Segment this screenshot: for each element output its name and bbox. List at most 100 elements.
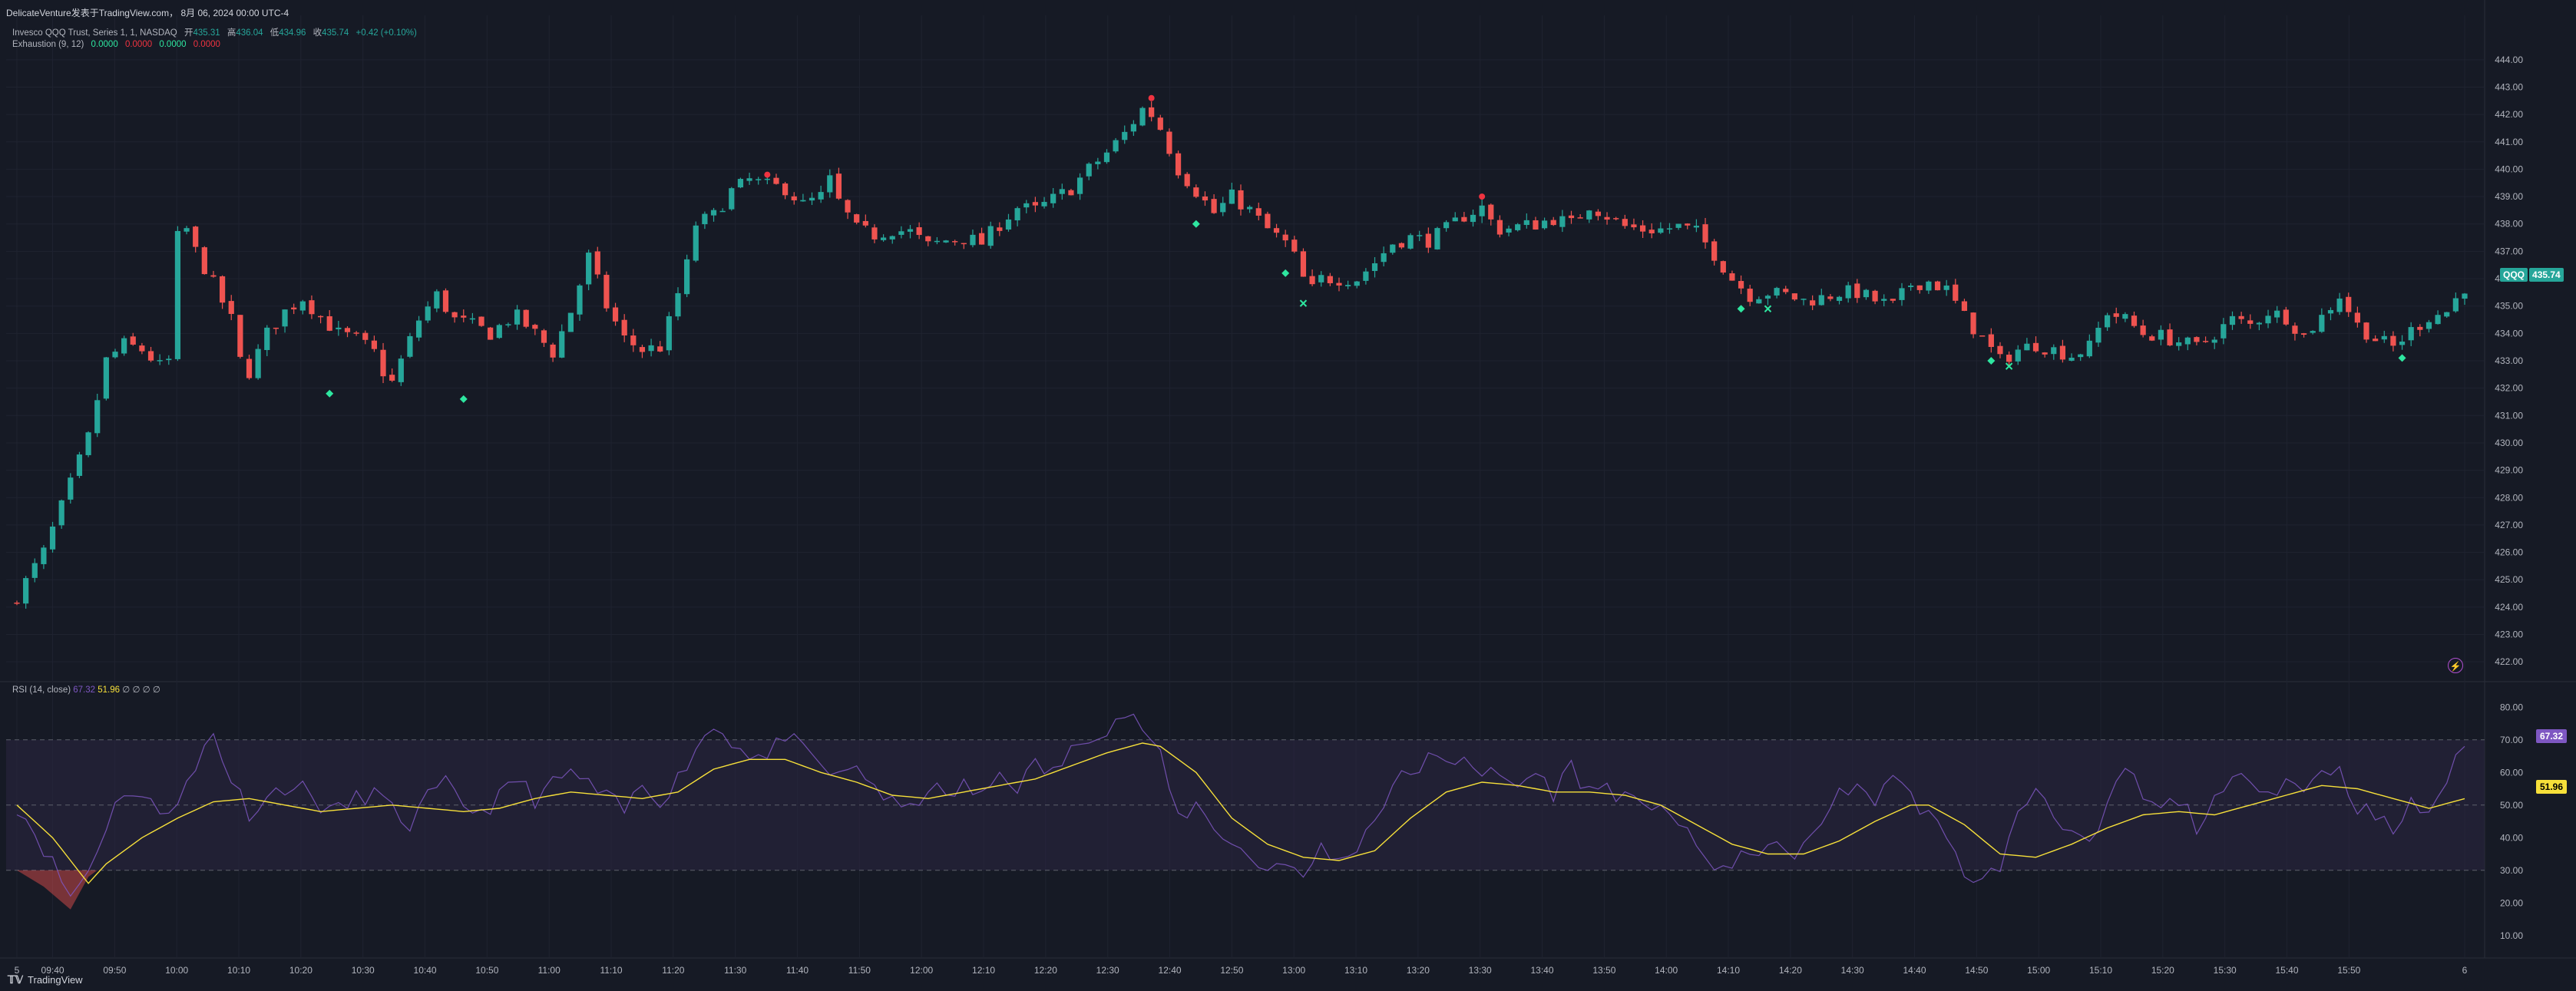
candle-body — [103, 357, 109, 399]
candle-body — [2452, 298, 2459, 312]
exhaustion-cross-marker — [1764, 305, 1772, 312]
candle-body — [809, 197, 815, 201]
candle-body — [978, 233, 985, 245]
exhaustion-dot-marker — [1148, 94, 1155, 101]
candle-body — [666, 315, 672, 351]
price-tick-label: 433.00 — [2495, 355, 2523, 366]
candle-body — [934, 240, 941, 243]
candle-body — [1425, 233, 1431, 248]
candle-body — [764, 178, 770, 180]
candle-body — [1211, 199, 1217, 213]
candle-body — [773, 177, 779, 184]
candle-body — [862, 220, 868, 226]
candle-body — [2006, 355, 2012, 362]
candle-body — [2122, 314, 2128, 319]
cross-stroke — [1299, 299, 1308, 307]
candle-body — [2292, 325, 2298, 334]
indicator-value-1: 0.0000 — [91, 40, 118, 49]
candle-body — [737, 179, 744, 188]
header-date: 8月 06, 2024 00:00 UTC-4 — [180, 8, 289, 18]
price-tick-label: 443.00 — [2495, 81, 2523, 92]
price-tick-label: 438.00 — [2495, 219, 2523, 230]
candle-body — [1854, 283, 1860, 299]
symbol-legend[interactable]: Invesco QQQ Trust, Series 1, 1, NASDAQ 开… — [12, 26, 422, 38]
time-tick-label: 10:40 — [414, 965, 437, 976]
candle-body — [85, 432, 91, 455]
indicator-value-2: 0.0000 — [124, 40, 153, 49]
candle-body — [273, 327, 279, 329]
candle-body — [2167, 329, 2173, 345]
candle-body — [1023, 203, 1030, 208]
candle-body — [2390, 335, 2396, 346]
price-tick-label: 440.00 — [2495, 164, 2523, 174]
candle-body — [255, 349, 261, 378]
price-tick-label: 425.00 — [2495, 574, 2523, 585]
candle-body — [157, 360, 163, 362]
time-tick-label: 14:30 — [1841, 965, 1864, 976]
time-tick-label: 13:30 — [1469, 965, 1492, 976]
candle-body — [68, 477, 74, 500]
header-title: DelicateVenture发表于TradingView.com， 8月 06… — [6, 6, 289, 19]
candle-body — [282, 309, 288, 327]
candle-body — [550, 344, 556, 358]
candle-body — [2283, 309, 2289, 325]
price-tick-label: 430.00 — [2495, 438, 2523, 448]
time-tick-label: 14:50 — [1965, 965, 1988, 976]
candle-body — [2336, 298, 2343, 312]
candle-body — [1166, 131, 1172, 154]
candle-body — [684, 259, 690, 295]
indicator-legend[interactable]: Exhaustion (9, 12) 0.0000 0.0000 0.0000 … — [12, 40, 225, 49]
candle-body — [380, 349, 386, 377]
time-tick-label: 15:20 — [2151, 965, 2174, 976]
time-tick-label: 13:40 — [1531, 965, 1554, 976]
candle-body — [1139, 107, 1146, 126]
candle-body — [1881, 299, 1887, 301]
candle-body — [2059, 345, 2066, 360]
candle-body — [2274, 310, 2280, 318]
candle-body — [1506, 228, 1512, 233]
candle-body — [210, 275, 217, 277]
candle-body — [1309, 276, 1315, 285]
candle-body — [166, 358, 172, 361]
candle-body — [1452, 217, 1458, 222]
time-tick-label: 09:50 — [103, 965, 126, 976]
indicator-name: Exhaustion (9, 12) — [12, 40, 84, 49]
candle-body — [246, 358, 253, 378]
candle-body — [1443, 222, 1450, 229]
price-tick-label: 437.00 — [2495, 246, 2523, 256]
rsi-value: 67.32 — [73, 685, 96, 695]
candle-body — [309, 300, 315, 315]
candle-body — [586, 253, 592, 285]
candle-body — [139, 345, 145, 352]
lightning-icon[interactable]: ⚡ — [2448, 658, 2463, 673]
rsi-tick-label: 50.00 — [2500, 800, 2523, 811]
candle-body — [326, 315, 332, 331]
price-tick-label: 435.00 — [2495, 301, 2523, 312]
time-tick-label: 15:50 — [2337, 965, 2360, 976]
candle-body — [1041, 202, 1047, 206]
candle-body — [1926, 281, 1932, 291]
candle-body — [2310, 331, 2316, 333]
rsi-tick-label: 20.00 — [2500, 897, 2523, 908]
current-price-label: 435.74 — [2529, 268, 2564, 282]
candle-body — [2256, 322, 2263, 325]
candle-body — [1863, 289, 1870, 298]
time-tick-label: 14:40 — [1903, 965, 1926, 976]
candle-body — [2149, 336, 2155, 341]
rsi-ma-line — [16, 742, 2465, 884]
candle-body — [1175, 153, 1182, 176]
candle-body — [710, 210, 717, 216]
candle-body — [2444, 312, 2450, 317]
rsi-band — [6, 739, 2485, 871]
candle-body — [1032, 202, 1039, 206]
candle-body — [2194, 337, 2200, 342]
candle-body — [835, 173, 842, 199]
candle-body — [523, 309, 529, 327]
rsi-legend[interactable]: RSI (14, close) 67.32 51.96 ∅ ∅ ∅ ∅ — [12, 684, 160, 695]
candle-body — [1050, 193, 1057, 203]
candle-body — [2354, 312, 2360, 323]
candle-body — [2229, 315, 2236, 325]
candle-body — [1693, 226, 1699, 228]
rsi-line — [16, 713, 2465, 897]
